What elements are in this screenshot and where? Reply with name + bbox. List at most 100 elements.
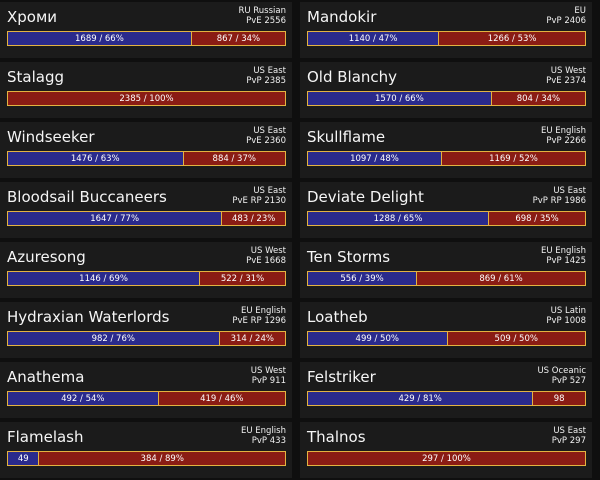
- alliance-segment: 1097 / 48%: [308, 152, 441, 165]
- server-card[interactable]: Хроми RU Russian PvE 2556 1689 / 66% 867 / 3…: [0, 2, 292, 58]
- server-region: EU: [574, 6, 586, 16]
- server-card[interactable]: Hydraxian Waterlords EU English PvE RP 129…: [0, 302, 292, 358]
- server-type-population: PvP 297: [551, 436, 586, 446]
- server-card[interactable]: Azuresong US West PvE 1668 1146 / 69% 522 / …: [0, 242, 292, 298]
- server-name: Windseeker: [7, 128, 95, 146]
- server-meta: RU Russian PvE 2556: [238, 6, 286, 26]
- server-name: Ten Storms: [307, 248, 391, 266]
- alliance-segment: 1689 / 66%: [8, 32, 191, 45]
- server-meta: EU English PvP 2266: [541, 126, 586, 146]
- faction-bar: 556 / 39% 869 / 61%: [307, 271, 586, 286]
- horde-segment: 804 / 34%: [490, 92, 585, 105]
- server-region: US West: [550, 66, 586, 76]
- server-card[interactable]: Old Blanchy US West PvE 2374 1570 / 66% 804 …: [300, 62, 592, 118]
- server-region: US Latin: [550, 306, 586, 316]
- server-card[interactable]: Deviate Delight US East PvP RP 1986 1288 / …: [300, 182, 592, 238]
- server-card[interactable]: Anathema US West PvP 911 492 / 54% 419 / 46%: [0, 362, 292, 418]
- faction-bar: 1140 / 47% 1266 / 53%: [307, 31, 586, 46]
- server-card[interactable]: Skullflame EU English PvP 2266 1097 / 48% 11…: [300, 122, 592, 178]
- faction-bar: 1146 / 69% 522 / 31%: [7, 271, 286, 286]
- server-meta: EU English PvE RP 1296: [232, 306, 286, 326]
- horde-segment: 98: [532, 392, 585, 405]
- horde-segment: 509 / 50%: [446, 332, 585, 345]
- server-region: US West: [250, 366, 286, 376]
- server-region: US East: [253, 126, 286, 136]
- server-region: US East: [253, 186, 286, 196]
- server-region: EU English: [241, 306, 286, 316]
- faction-bar: 429 / 81% 98: [307, 391, 586, 406]
- server-region: US Oceanic: [537, 366, 586, 376]
- server-meta: US East PvP RP 1986: [533, 186, 586, 206]
- faction-bar: 49 384 / 89%: [7, 451, 286, 466]
- faction-bar: 492 / 54% 419 / 46%: [7, 391, 286, 406]
- server-card[interactable]: Bloodsail Buccaneers US East PvE RP 2130 16…: [0, 182, 292, 238]
- server-meta: EU English PvP 1425: [541, 246, 586, 266]
- server-card[interactable]: Stalagg US East PvP 2385 2385 / 100%: [0, 62, 292, 118]
- server-meta: US East PvP 2385: [246, 66, 286, 86]
- horde-segment: 2385 / 100%: [8, 92, 285, 105]
- server-region: EU English: [541, 246, 586, 256]
- server-region: US East: [553, 426, 586, 436]
- server-meta: US West PvE 1668: [246, 246, 286, 266]
- server-region: EU English: [241, 426, 286, 436]
- faction-bar: 982 / 76% 314 / 24%: [7, 331, 286, 346]
- alliance-segment: 1570 / 66%: [308, 92, 491, 105]
- server-name: Skullflame: [307, 128, 386, 146]
- horde-segment: 419 / 46%: [157, 392, 285, 405]
- server-type-population: PvP 1008: [546, 316, 586, 326]
- horde-segment: 522 / 31%: [199, 272, 285, 285]
- alliance-segment: 1288 / 65%: [308, 212, 489, 225]
- server-type-population: PvP 2266: [546, 136, 586, 146]
- alliance-segment: 49: [8, 452, 39, 465]
- server-type-population: PvP 2406: [546, 16, 586, 26]
- horde-segment: 884 / 37%: [182, 152, 285, 165]
- server-name: Hydraxian Waterlords: [7, 308, 170, 326]
- server-name: Mandokir: [307, 8, 377, 26]
- faction-bar: 1570 / 66% 804 / 34%: [307, 91, 586, 106]
- server-type-population: PvE 2556: [246, 16, 286, 26]
- server-card[interactable]: Flamelash EU English PvP 433 49 384 / 89%: [0, 422, 292, 478]
- server-name: Felstriker: [307, 368, 376, 386]
- server-type-population: PvP 911: [251, 376, 286, 386]
- server-type-population: PvE 2360: [246, 136, 286, 146]
- faction-bar: 1689 / 66% 867 / 34%: [7, 31, 286, 46]
- horde-segment: 869 / 61%: [416, 272, 585, 285]
- server-name: Stalagg: [7, 68, 64, 86]
- server-region: US East: [253, 66, 286, 76]
- server-meta: US West PvP 911: [251, 366, 286, 386]
- server-card[interactable]: Ten Storms EU English PvP 1425 556 / 39% 869…: [300, 242, 592, 298]
- server-meta: US East PvE RP 2130: [232, 186, 286, 206]
- server-type-population: PvE 1668: [246, 256, 286, 266]
- server-meta: US Latin PvP 1008: [546, 306, 586, 326]
- faction-bar: 499 / 50% 509 / 50%: [307, 331, 586, 346]
- server-card[interactable]: Thalnos US East PvP 297 297 / 100%: [300, 422, 592, 478]
- server-name: Thalnos: [307, 428, 366, 446]
- horde-segment: 483 / 23%: [221, 212, 285, 225]
- server-meta: US West PvE 2374: [546, 66, 586, 86]
- server-card[interactable]: Mandokir EU PvP 2406 1140 / 47% 1266 / 53%: [300, 2, 592, 58]
- alliance-segment: 1146 / 69%: [8, 272, 200, 285]
- alliance-segment: 1647 / 77%: [8, 212, 222, 225]
- server-meta: US East PvP 297: [552, 426, 586, 446]
- server-card[interactable]: Windseeker US East PvE 2360 1476 / 63% 884 /…: [0, 122, 292, 178]
- server-meta: EU PvP 2406: [546, 6, 586, 26]
- alliance-segment: 499 / 50%: [308, 332, 447, 345]
- horde-segment: 297 / 100%: [308, 452, 585, 465]
- server-name: Loatheb: [307, 308, 368, 326]
- server-card[interactable]: Loatheb US Latin PvP 1008 499 / 50% 509 / 50…: [300, 302, 592, 358]
- faction-bar: 1476 / 63% 884 / 37%: [7, 151, 286, 166]
- horde-segment: 698 / 35%: [488, 212, 585, 225]
- server-name: Хроми: [7, 8, 58, 26]
- server-region: US East: [553, 186, 586, 196]
- alliance-segment: 429 / 81%: [308, 392, 533, 405]
- server-type-population: PvP RP 1986: [532, 196, 586, 206]
- faction-bar: 1647 / 77% 483 / 23%: [7, 211, 286, 226]
- server-meta: US East PvE 2360: [246, 126, 286, 146]
- server-name: Old Blanchy: [307, 68, 398, 86]
- server-meta: EU English PvP 433: [241, 426, 286, 446]
- server-region: RU Russian: [238, 6, 286, 16]
- horde-segment: 384 / 89%: [38, 452, 285, 465]
- server-card[interactable]: Felstriker US Oceanic PvP 527 429 / 81% 98: [300, 362, 592, 418]
- faction-bar: 2385 / 100%: [7, 91, 286, 106]
